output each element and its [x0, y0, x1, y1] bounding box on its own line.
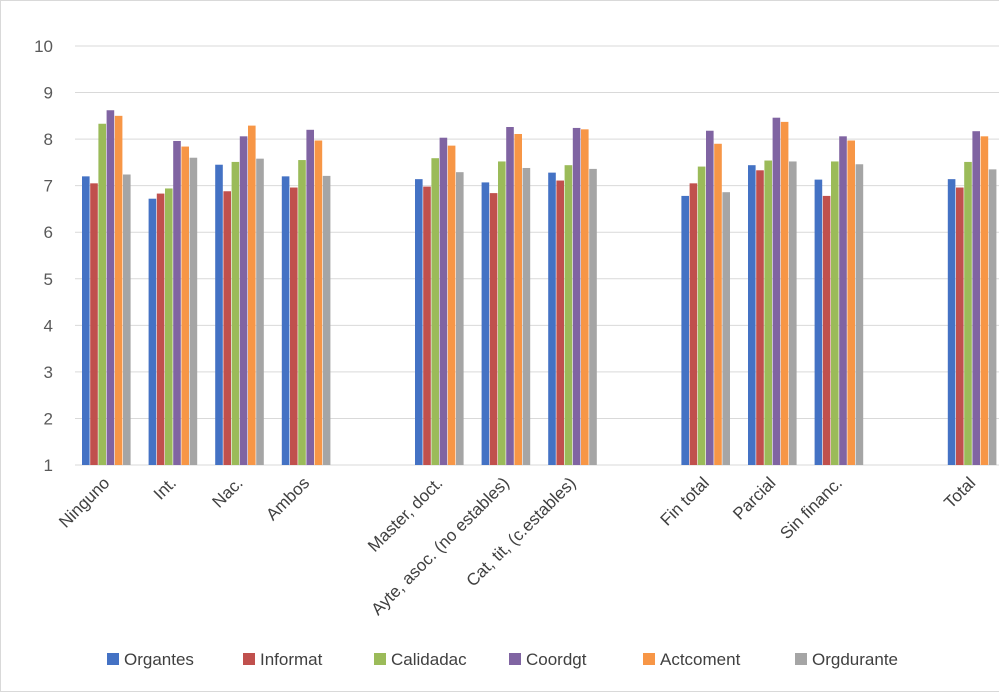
bar-actcoment — [114, 115, 123, 465]
bar-actcoment — [181, 146, 189, 465]
x-category-label: Nac. — [208, 473, 246, 511]
x-category-label: Cat, tit, (c.estables) — [463, 473, 580, 590]
bar-calidadac — [165, 188, 173, 465]
bar-orgdurante — [189, 157, 198, 465]
x-category-label: Total — [940, 473, 979, 512]
y-tick-label: 3 — [44, 363, 53, 382]
bar-informat — [956, 187, 964, 466]
y-tick-label: 7 — [44, 177, 53, 196]
legend-label: Actcoment — [660, 650, 741, 669]
legend-swatch — [374, 653, 386, 665]
bar-organtes — [748, 165, 756, 465]
legend-swatch — [107, 653, 119, 665]
bar-organtes — [148, 198, 157, 466]
y-tick-label: 2 — [44, 409, 53, 428]
bar-informat — [822, 195, 831, 466]
legend-swatch — [643, 653, 655, 665]
bar-actcoment — [980, 136, 989, 465]
bar-actcoment — [248, 125, 256, 466]
bar-orgdurante — [123, 174, 131, 465]
bar-calidadac — [831, 161, 839, 466]
bar-informat — [156, 193, 165, 465]
legend-label: Coordgt — [526, 650, 587, 669]
legend-label: Organtes — [124, 650, 194, 669]
bar-actcoment — [447, 145, 456, 465]
bar-coordgt — [306, 129, 314, 466]
bar-coordgt — [839, 136, 847, 465]
bar-orgdurante — [988, 169, 997, 465]
legend-swatch — [795, 653, 807, 665]
legend-label: Calidadac — [391, 650, 467, 669]
bar-coordgt — [106, 110, 115, 465]
bar-orgdurante — [855, 164, 864, 466]
bar-orgdurante — [322, 175, 331, 465]
bar-coordgt — [239, 136, 248, 465]
bar-organtes — [281, 176, 290, 465]
bar-orgdurante — [456, 172, 464, 465]
y-tick-label: 9 — [44, 84, 53, 103]
bar-informat — [90, 183, 98, 466]
bar-coordgt — [706, 130, 714, 465]
legend-label: Orgdurante — [812, 650, 898, 669]
x-category-label: Fin total — [657, 473, 713, 529]
bar-informat — [223, 191, 231, 465]
bar-informat — [689, 183, 698, 466]
bar-actcoment — [514, 133, 522, 466]
bar-coordgt — [972, 131, 980, 466]
bar-calidadac — [498, 161, 506, 466]
x-category-label: Parcial — [729, 473, 779, 523]
bar-calidadac — [231, 161, 240, 465]
x-category-label: Ninguno — [55, 473, 113, 531]
bar-coordgt — [572, 127, 581, 465]
legend-swatch — [509, 653, 521, 665]
bar-organtes — [947, 179, 956, 465]
y-tick-label: 1 — [44, 456, 53, 475]
bar-orgdurante — [722, 192, 730, 465]
bar-actcoment — [581, 129, 589, 465]
bar-calidadac — [298, 160, 306, 466]
y-tick-label: 10 — [34, 37, 53, 56]
bar-organtes — [415, 179, 423, 465]
y-tick-label: 6 — [44, 223, 53, 242]
bar-informat — [489, 193, 498, 466]
x-category-label: Ambos — [262, 473, 313, 524]
bar-calidadac — [764, 160, 772, 465]
bar-orgdurante — [589, 168, 597, 465]
bar-actcoment — [314, 140, 323, 465]
bar-organtes — [82, 176, 90, 465]
bar-informat — [290, 187, 298, 466]
bar-actcoment — [714, 143, 722, 465]
bar-organtes — [548, 172, 556, 465]
bar-calidadac — [964, 161, 972, 465]
x-category-label: Ayte, asoc. (no estables) — [368, 473, 514, 619]
bar-informat — [423, 186, 431, 465]
bar-organtes — [814, 179, 823, 465]
bar-calidadac — [98, 123, 106, 466]
bar-orgdurante — [256, 158, 264, 466]
bar-orgdurante — [789, 161, 797, 466]
y-tick-label: 8 — [44, 130, 53, 149]
x-category-label: Sin financ. — [776, 473, 846, 543]
bar-organtes — [215, 164, 223, 465]
bar-actcoment — [780, 121, 789, 465]
bar-calidadac — [697, 166, 706, 465]
bar-coordgt — [173, 140, 181, 465]
bar-calidadac — [564, 165, 573, 465]
bar-coordgt — [772, 117, 781, 465]
legend-swatch — [243, 653, 255, 665]
bar-actcoment — [847, 140, 855, 465]
bar-organtes — [481, 182, 490, 465]
x-category-label: Int. — [150, 473, 180, 503]
bar-orgdurante — [522, 167, 531, 465]
bar-informat — [756, 170, 764, 465]
bar-coordgt — [506, 127, 514, 466]
y-tick-label: 5 — [44, 270, 53, 289]
bar-informat — [556, 180, 564, 465]
legend-label: Informat — [260, 650, 323, 669]
y-tick-label: 4 — [44, 316, 53, 335]
bar-organtes — [681, 195, 689, 466]
bar-calidadac — [431, 158, 439, 465]
bar-coordgt — [439, 137, 448, 465]
